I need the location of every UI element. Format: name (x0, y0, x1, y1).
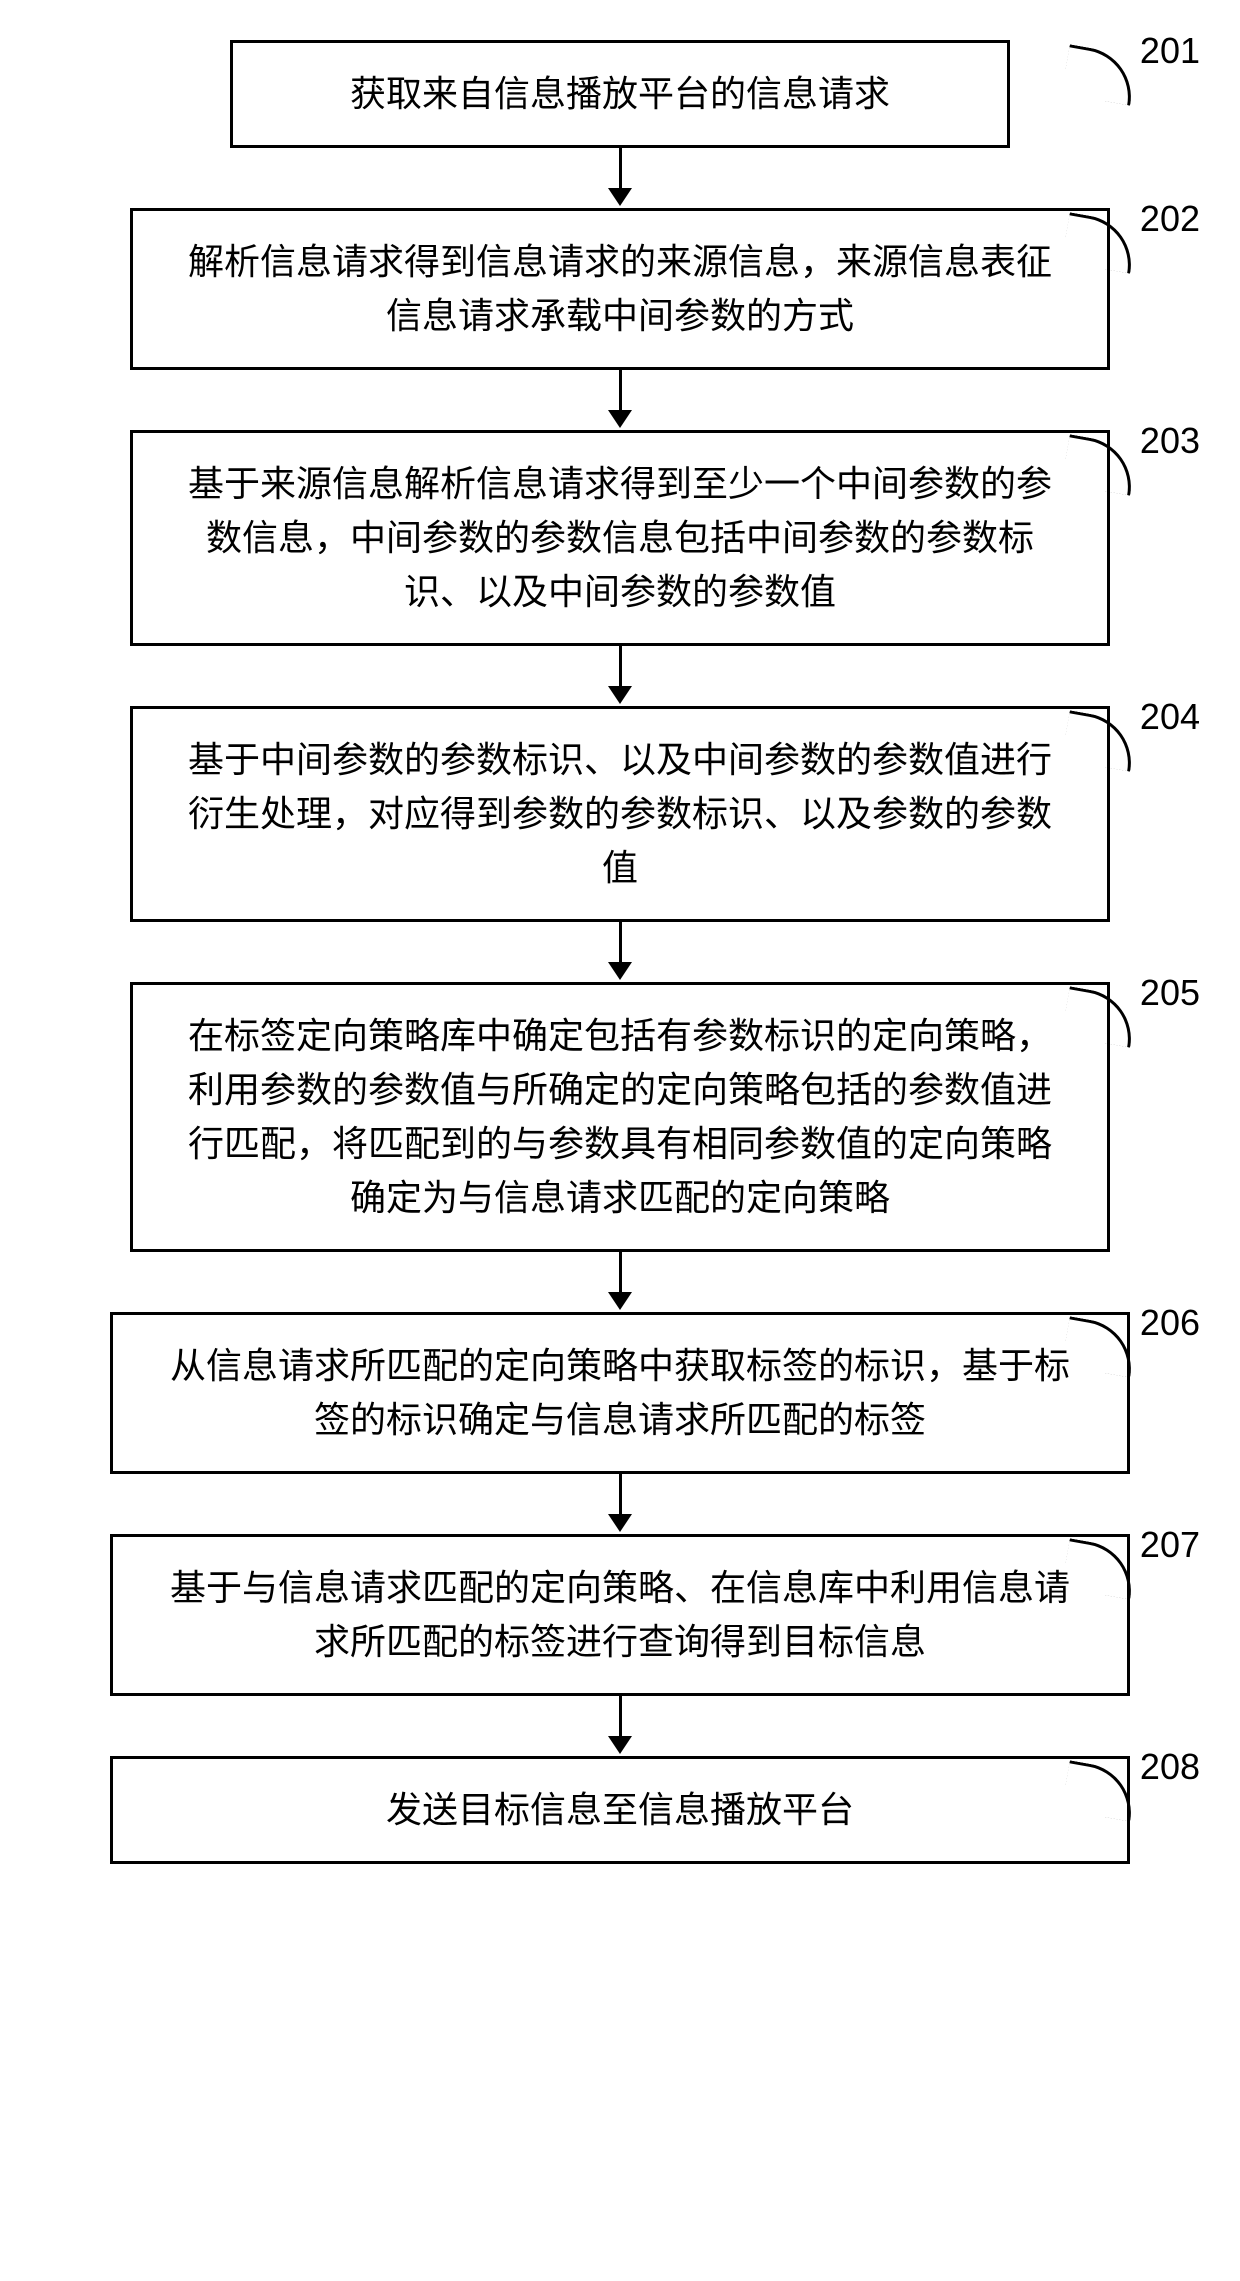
arrow-head-icon (608, 188, 632, 206)
step-205: 在标签定向策略库中确定包括有参数标识的定向策略，利用参数的参数值与所确定的定向策… (20, 982, 1220, 1252)
step-box: 基于中间参数的参数标识、以及中间参数的参数值进行衍生处理，对应得到参数的参数标识… (130, 706, 1110, 922)
step-label: 201 (1140, 30, 1200, 72)
arrow (608, 1252, 632, 1312)
arrow (608, 1474, 632, 1534)
arrow-line (619, 370, 622, 410)
arrow (608, 148, 632, 208)
step-207: 基于与信息请求匹配的定向策略、在信息库中利用信息请求所匹配的标签进行查询得到目标… (20, 1534, 1220, 1696)
arrow-head-icon (608, 410, 632, 428)
arrow-head-icon (608, 1514, 632, 1532)
step-label: 203 (1140, 420, 1200, 462)
step-box: 获取来自信息播放平台的信息请求 (230, 40, 1010, 148)
step-text: 获取来自信息播放平台的信息请求 (350, 73, 890, 114)
step-206: 从信息请求所匹配的定向策略中获取标签的标识，基于标签的标识确定与信息请求所匹配的… (20, 1312, 1220, 1474)
arrow-head-icon (608, 1292, 632, 1310)
step-box: 解析信息请求得到信息请求的来源信息，来源信息表征信息请求承载中间参数的方式 (130, 208, 1110, 370)
arrow-line (619, 1252, 622, 1292)
step-text: 从信息请求所匹配的定向策略中获取标签的标识，基于标签的标识确定与信息请求所匹配的… (170, 1345, 1070, 1440)
arrow-head-icon (608, 686, 632, 704)
arrow-head-icon (608, 1736, 632, 1754)
step-208: 发送目标信息至信息播放平台 208 (20, 1756, 1220, 1864)
step-label: 206 (1140, 1302, 1200, 1344)
arrow-line (619, 1696, 622, 1736)
arrow (608, 370, 632, 430)
label-connector (1061, 44, 1139, 105)
step-204: 基于中间参数的参数标识、以及中间参数的参数值进行衍生处理，对应得到参数的参数标识… (20, 706, 1220, 922)
step-box: 发送目标信息至信息播放平台 (110, 1756, 1130, 1864)
step-text: 基于来源信息解析信息请求得到至少一个中间参数的参数信息，中间参数的参数信息包括中… (188, 463, 1052, 612)
arrow-line (619, 922, 622, 962)
arrow-line (619, 646, 622, 686)
arrow (608, 922, 632, 982)
step-text: 在标签定向策略库中确定包括有参数标识的定向策略，利用参数的参数值与所确定的定向策… (188, 1015, 1052, 1218)
step-box: 在标签定向策略库中确定包括有参数标识的定向策略，利用参数的参数值与所确定的定向策… (130, 982, 1110, 1252)
step-202: 解析信息请求得到信息请求的来源信息，来源信息表征信息请求承载中间参数的方式 20… (20, 208, 1220, 370)
step-text: 基于中间参数的参数标识、以及中间参数的参数值进行衍生处理，对应得到参数的参数标识… (188, 739, 1052, 888)
arrow (608, 646, 632, 706)
step-box: 基于与信息请求匹配的定向策略、在信息库中利用信息请求所匹配的标签进行查询得到目标… (110, 1534, 1130, 1696)
flowchart-container: 获取来自信息播放平台的信息请求 201 解析信息请求得到信息请求的来源信息，来源… (20, 40, 1220, 1864)
step-203: 基于来源信息解析信息请求得到至少一个中间参数的参数信息，中间参数的参数信息包括中… (20, 430, 1220, 646)
arrow (608, 1696, 632, 1756)
step-label: 208 (1140, 1746, 1200, 1788)
step-box: 从信息请求所匹配的定向策略中获取标签的标识，基于标签的标识确定与信息请求所匹配的… (110, 1312, 1130, 1474)
step-label: 204 (1140, 696, 1200, 738)
step-label: 202 (1140, 198, 1200, 240)
step-box: 基于来源信息解析信息请求得到至少一个中间参数的参数信息，中间参数的参数信息包括中… (130, 430, 1110, 646)
step-text: 基于与信息请求匹配的定向策略、在信息库中利用信息请求所匹配的标签进行查询得到目标… (170, 1567, 1070, 1662)
arrow-line (619, 148, 622, 188)
arrow-head-icon (608, 962, 632, 980)
arrow-line (619, 1474, 622, 1514)
step-label: 205 (1140, 972, 1200, 1014)
step-201: 获取来自信息播放平台的信息请求 201 (20, 40, 1220, 148)
step-label: 207 (1140, 1524, 1200, 1566)
step-text: 解析信息请求得到信息请求的来源信息，来源信息表征信息请求承载中间参数的方式 (188, 241, 1052, 336)
step-text: 发送目标信息至信息播放平台 (386, 1789, 854, 1830)
